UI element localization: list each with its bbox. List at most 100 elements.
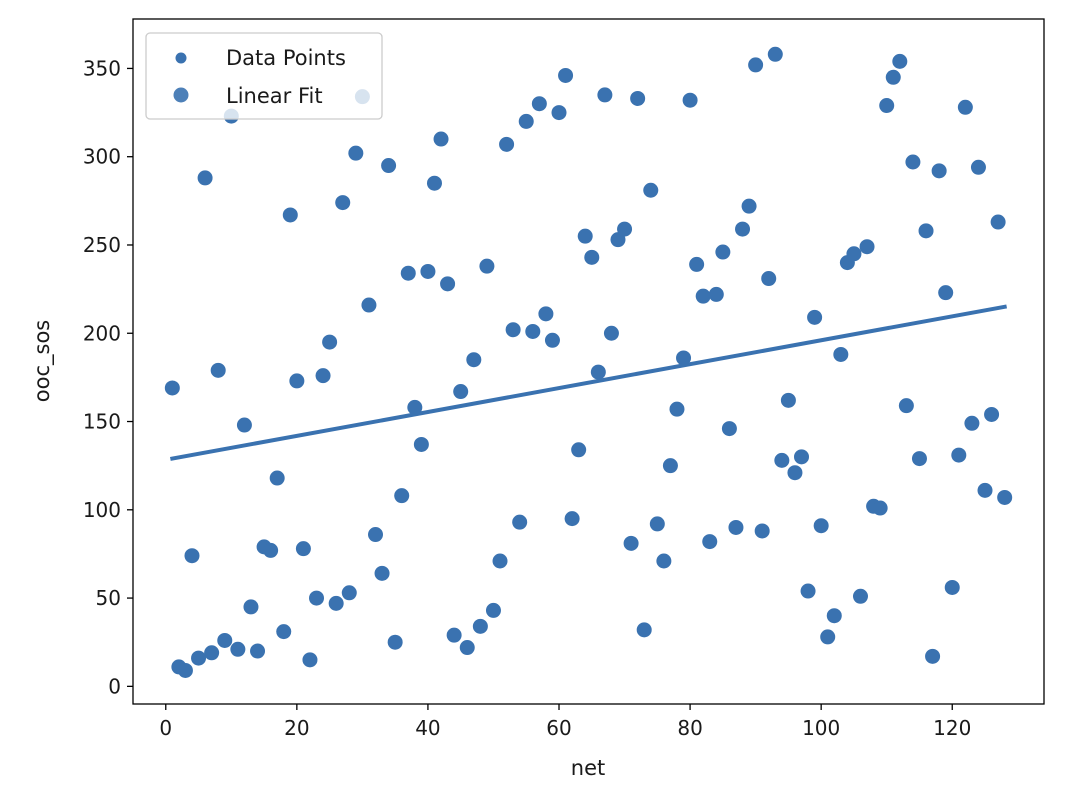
data-point-118 [931, 163, 947, 179]
data-point-93 [767, 46, 783, 62]
x-axis-label: net [571, 756, 605, 780]
data-point-54 [512, 514, 528, 530]
legend-marker-data-points [175, 52, 187, 64]
data-point-111 [885, 69, 901, 85]
x-tick-label-100: 100 [802, 716, 840, 740]
y-tick-label-0: 0 [108, 674, 121, 698]
data-point-23 [309, 590, 325, 606]
data-point-48 [472, 618, 488, 634]
y-tick-label-250: 250 [83, 233, 121, 257]
data-point-32 [368, 527, 383, 543]
data-point-115 [911, 451, 927, 467]
data-point-88 [735, 221, 751, 237]
legend-label-linear-fit: Linear Fit [226, 84, 323, 108]
x-tick-label-80: 80 [677, 716, 702, 740]
y-tick-label-350: 350 [83, 56, 121, 80]
x-tick-label-20: 20 [284, 716, 309, 740]
data-point-41 [426, 175, 442, 191]
data-point-8 [210, 362, 226, 378]
data-point-90 [748, 57, 764, 73]
legend-marker-linear-fit [173, 87, 189, 103]
data-point-29 [348, 145, 364, 161]
data-point-92 [761, 271, 777, 287]
y-tick-label-200: 200 [83, 321, 121, 345]
data-point-63 [571, 442, 587, 458]
y-tick-label-300: 300 [83, 145, 121, 169]
data-point-106 [852, 588, 868, 604]
data-point-60 [551, 105, 567, 121]
data-point-3 [177, 662, 193, 678]
x-tick-label-60: 60 [546, 716, 571, 740]
data-point-22 [302, 652, 318, 668]
data-point-18 [276, 624, 292, 640]
data-point-89 [741, 198, 757, 214]
data-point-36 [394, 488, 410, 504]
data-point-105 [846, 246, 862, 262]
data-point-4 [184, 548, 200, 564]
data-point-64 [577, 228, 593, 244]
data-point-56 [525, 323, 541, 339]
data-point-100 [813, 518, 829, 534]
data-point-84 [708, 286, 724, 302]
legend: Data Points Linear Fit [145, 32, 383, 120]
data-point-96 [787, 465, 803, 481]
data-point-119 [938, 285, 954, 301]
data-point-124 [970, 159, 986, 175]
data-point-128 [997, 489, 1013, 505]
data-point-44 [446, 627, 462, 643]
data-point-46 [459, 640, 475, 656]
data-point-5 [191, 650, 207, 666]
data-point-110 [879, 98, 895, 114]
data-point-77 [662, 458, 678, 474]
y-axis-label: ooc_sos [30, 320, 55, 402]
data-point-38 [407, 399, 423, 415]
y-tick-label-150: 150 [83, 410, 121, 434]
data-point-76 [656, 553, 672, 569]
data-point-51 [492, 553, 508, 569]
data-point-114 [905, 154, 921, 170]
data-point-125 [977, 482, 993, 498]
data-point-82 [695, 288, 711, 304]
data-point-20 [289, 373, 305, 389]
data-point-45 [453, 384, 469, 400]
data-point-6 [197, 170, 213, 186]
data-point-24 [315, 368, 331, 384]
data-point-52 [499, 136, 515, 152]
data-point-42 [433, 131, 449, 147]
data-point-73 [636, 622, 652, 638]
data-point-94 [774, 452, 790, 468]
data-point-66 [590, 364, 606, 380]
data-point-37 [400, 265, 416, 281]
data-point-87 [728, 519, 744, 535]
data-point-78 [669, 401, 685, 417]
data-point-98 [800, 583, 816, 599]
data-point-117 [925, 648, 941, 664]
data-point-7 [204, 645, 220, 661]
data-point-75 [649, 516, 665, 532]
data-point-109 [872, 500, 888, 516]
data-point-28 [341, 585, 357, 601]
data-point-43 [440, 276, 456, 292]
data-point-27 [335, 195, 351, 211]
data-point-123 [964, 415, 980, 431]
data-point-31 [361, 297, 377, 313]
data-point-62 [564, 511, 580, 527]
data-point-86 [721, 421, 737, 437]
data-point-34 [381, 158, 397, 174]
data-point-102 [826, 608, 842, 624]
data-point-95 [780, 392, 796, 408]
data-point-16 [263, 542, 279, 558]
data-point-72 [630, 90, 646, 106]
data-point-120 [944, 579, 960, 595]
data-point-101 [820, 629, 836, 645]
data-point-80 [682, 92, 698, 108]
data-point-17 [269, 470, 285, 486]
data-point-11 [230, 641, 246, 657]
data-point-12 [236, 417, 252, 433]
data-point-74 [643, 182, 659, 198]
data-point-58 [538, 306, 554, 322]
data-point-61 [558, 67, 574, 83]
data-point-1 [164, 380, 180, 396]
data-point-25 [322, 334, 338, 350]
